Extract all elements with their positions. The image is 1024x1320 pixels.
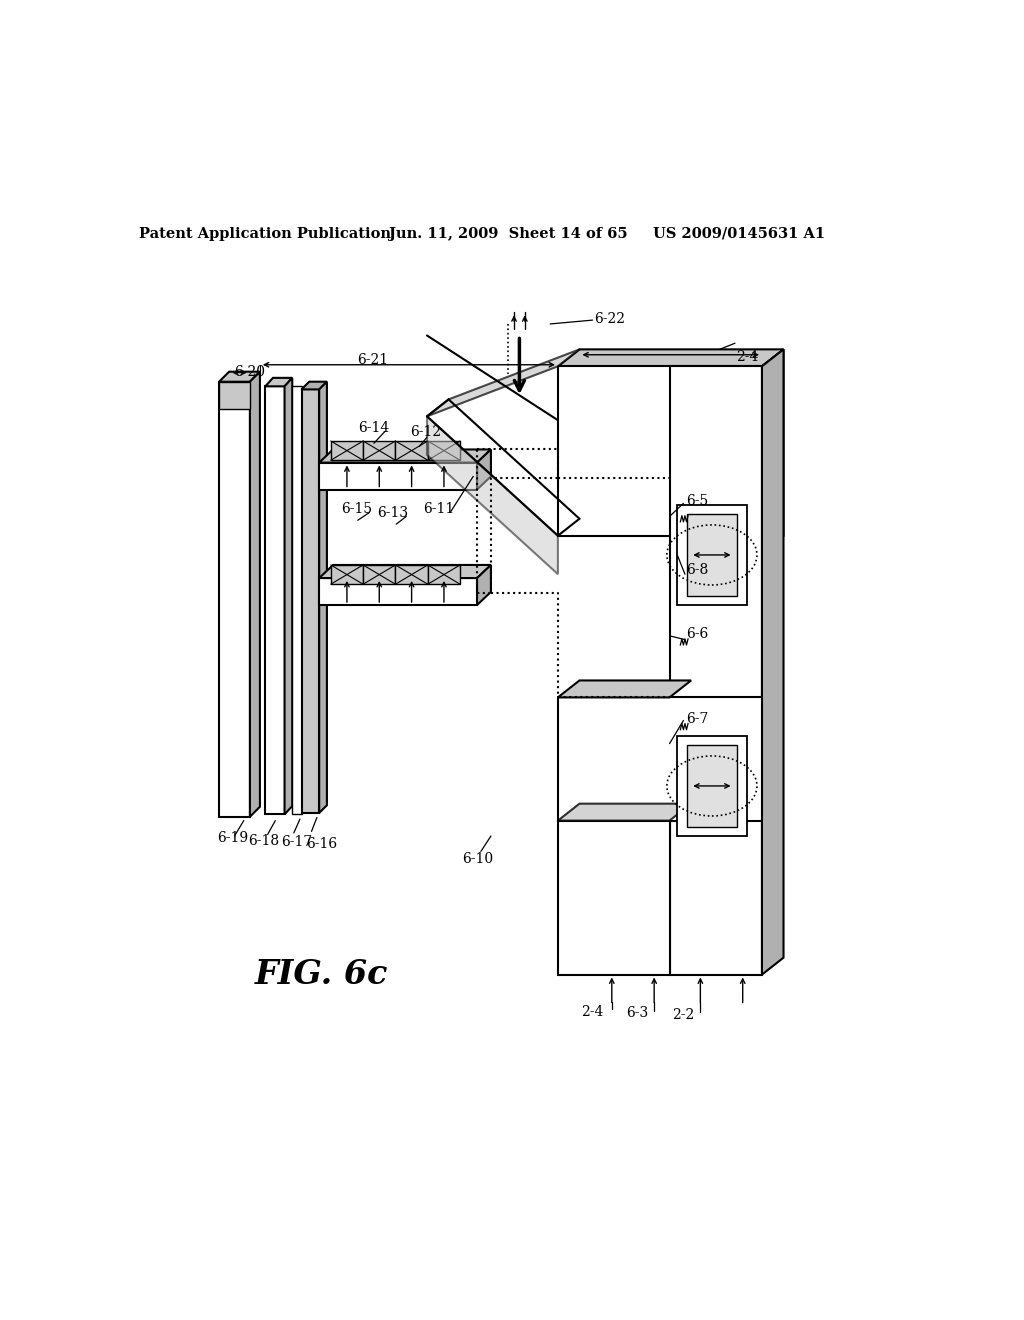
Polygon shape [427, 350, 580, 416]
Polygon shape [762, 350, 783, 974]
Text: 6-13: 6-13 [377, 506, 409, 520]
Text: US 2009/0145631 A1: US 2009/0145631 A1 [652, 227, 825, 240]
Text: 6-22: 6-22 [594, 312, 625, 326]
Text: 6-6: 6-6 [686, 627, 709, 642]
Polygon shape [265, 387, 285, 814]
Polygon shape [558, 697, 762, 821]
Polygon shape [558, 350, 783, 367]
Polygon shape [395, 565, 428, 585]
Text: 6-5: 6-5 [686, 494, 709, 508]
Polygon shape [319, 565, 490, 578]
Polygon shape [477, 449, 490, 490]
Polygon shape [428, 565, 460, 585]
Polygon shape [319, 578, 477, 605]
Text: 6-12: 6-12 [410, 425, 441, 438]
Text: FIG. 6c: FIG. 6c [255, 958, 388, 991]
Polygon shape [558, 821, 670, 974]
Polygon shape [677, 506, 746, 605]
Polygon shape [762, 350, 783, 536]
Polygon shape [219, 372, 260, 381]
Text: 6-7: 6-7 [686, 711, 709, 726]
Text: 6-8: 6-8 [686, 564, 709, 577]
Polygon shape [364, 441, 395, 461]
Polygon shape [477, 565, 490, 605]
Text: 6-18: 6-18 [249, 834, 280, 847]
Polygon shape [331, 441, 364, 461]
Polygon shape [319, 381, 327, 813]
Polygon shape [250, 372, 260, 817]
Text: 2-4: 2-4 [582, 1005, 604, 1019]
Polygon shape [319, 449, 490, 462]
Polygon shape [677, 737, 746, 836]
Text: 6-17: 6-17 [282, 836, 312, 849]
Text: 6-21: 6-21 [357, 354, 389, 367]
Text: 6-20: 6-20 [234, 366, 265, 379]
Polygon shape [219, 381, 250, 409]
Polygon shape [219, 381, 250, 817]
Text: 6-14: 6-14 [357, 421, 389, 434]
Text: 6-15: 6-15 [341, 502, 372, 516]
Polygon shape [319, 462, 477, 490]
Polygon shape [364, 565, 395, 585]
Polygon shape [686, 744, 737, 826]
Text: 6-3: 6-3 [626, 1006, 648, 1020]
Polygon shape [686, 515, 737, 595]
Text: Jun. 11, 2009  Sheet 14 of 65: Jun. 11, 2009 Sheet 14 of 65 [388, 227, 627, 240]
Polygon shape [428, 441, 460, 461]
Polygon shape [331, 565, 364, 585]
Polygon shape [301, 389, 319, 813]
Polygon shape [301, 381, 327, 389]
Text: 2-2: 2-2 [673, 1007, 694, 1022]
Text: 6-10: 6-10 [462, 853, 493, 866]
Text: 2-4: 2-4 [736, 350, 758, 364]
Polygon shape [285, 378, 292, 814]
Text: 6-11: 6-11 [423, 502, 455, 516]
Polygon shape [265, 378, 292, 387]
Polygon shape [558, 681, 691, 697]
Text: 6-19: 6-19 [217, 830, 248, 845]
Polygon shape [558, 367, 762, 536]
Polygon shape [558, 804, 691, 821]
Text: 6-16: 6-16 [306, 837, 337, 850]
Polygon shape [427, 416, 558, 574]
Polygon shape [395, 441, 428, 461]
Polygon shape [292, 387, 301, 814]
Polygon shape [670, 367, 762, 974]
Text: Patent Application Publication: Patent Application Publication [139, 227, 391, 240]
